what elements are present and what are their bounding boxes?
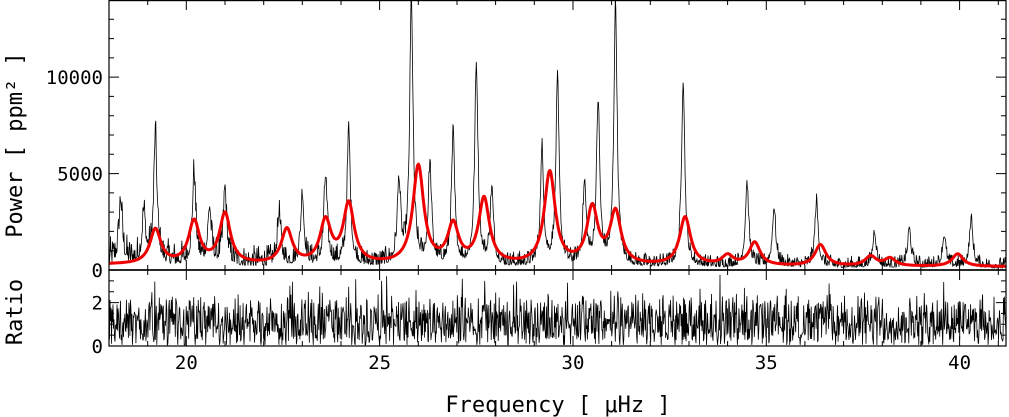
power-axis-label: Power [ ppm² ] [3, 52, 28, 237]
power-y-tick-label: 10000 [46, 67, 103, 89]
power-spectrum-series [108, 0, 1007, 270]
frequency-tick-label: 20 [175, 352, 198, 374]
ratio-axis-label: Ratio [3, 279, 28, 345]
ratio-y-tick-label: 0 [92, 336, 103, 358]
power-y-tick-label: 5000 [57, 164, 103, 186]
frequency-tick-label: 25 [368, 352, 391, 374]
frequency-tick-label: 40 [948, 352, 971, 374]
frequency-tick-labels: 20 25 30 35 40 [175, 352, 971, 374]
ratio-panel: 02 20 25 30 35 40 Ratio Frequency [ μHz ] [3, 269, 1007, 417]
power-y-tick-label: 0 [92, 260, 103, 282]
power-panel-y-tick-labels: 0 5000 10000 [46, 67, 103, 282]
ratio-y-tick-label: 2 [92, 293, 103, 315]
frequency-tick-label: 30 [562, 352, 585, 374]
power-panel: 0 5000 10000 Power [ ppm² ] [3, 0, 1007, 282]
fitted-model-series [108, 162, 1007, 268]
ratio-panel-frame [108, 269, 1007, 347]
ratio-series [108, 274, 1007, 346]
frequency-axis-label: Frequency [ μHz ] [445, 393, 670, 417]
frequency-tick-label: 35 [755, 352, 778, 374]
ratio-panel-y-tick-labels: 02 [92, 293, 103, 358]
